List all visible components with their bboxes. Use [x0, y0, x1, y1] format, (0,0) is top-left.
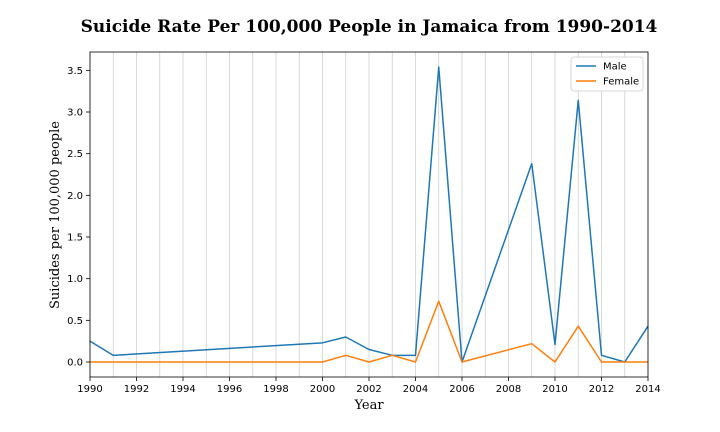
- y-tick-label: 0.5: [67, 316, 83, 327]
- x-tick-label: 2010: [542, 384, 567, 395]
- y-tick-label: 2.0: [67, 191, 83, 202]
- x-tick-label: 1992: [124, 384, 149, 395]
- y-tick-label: 3.5: [67, 66, 83, 77]
- y-axis-ticks: 0.0 0.5 1.0 1.5 2.0 2.5 3.0 3.5: [67, 66, 90, 369]
- x-tick-label: 2014: [635, 384, 660, 395]
- x-tick-label: 1994: [170, 384, 195, 395]
- y-tick-label: 0.0: [67, 358, 83, 369]
- y-tick-label: 1.5: [67, 233, 83, 244]
- gridlines: [89, 52, 649, 377]
- x-axis-ticks: 1990 1992 1994 1996 1998 2000 2002 2004 2006 2008…: [77, 377, 661, 395]
- y-tick-label: 1.0: [67, 274, 83, 285]
- series-line-female: [90, 300, 648, 363]
- x-tick-label: 2012: [589, 384, 614, 395]
- y-tick-label: 3.0: [67, 108, 83, 119]
- y-axis-label: Suicides per 100,000 people: [48, 121, 63, 309]
- legend-label-male: Male: [603, 62, 627, 73]
- x-axis-label: Year: [353, 398, 384, 413]
- x-tick-label: 2006: [449, 384, 474, 395]
- x-tick-label: 2008: [496, 384, 521, 395]
- y-tick-label: 2.5: [67, 149, 83, 160]
- legend: Male Female: [570, 56, 644, 92]
- chart-title: Suicide Rate Per 100,000 People in Jamai…: [81, 17, 658, 37]
- series-lines: [89, 66, 649, 363]
- x-tick-label: 2004: [403, 384, 428, 395]
- series-line-male: [89, 66, 649, 363]
- legend-label-female: Female: [603, 77, 639, 88]
- x-tick-label: 2002: [356, 384, 381, 395]
- x-tick-label: 1998: [263, 384, 288, 395]
- x-tick-label: 1990: [77, 384, 102, 395]
- x-tick-label: 1996: [217, 384, 242, 395]
- x-tick-label: 2000: [310, 384, 335, 395]
